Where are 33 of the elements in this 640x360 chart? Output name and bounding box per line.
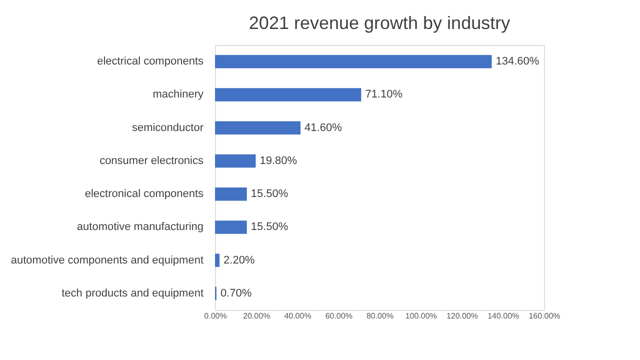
bar [215,187,247,201]
data-label: 19.80% [260,154,298,167]
data-label: 41.60% [304,122,342,134]
x-tick-label: 60.00% [325,312,352,320]
y-tick-label: automotive components and equipment [10,254,204,266]
y-tick-label: electronical components [84,188,204,200]
chart-title: 2021 revenue growth by industry [248,13,510,33]
x-tick-label: 80.00% [366,312,394,320]
x-tick-label: 160.00% [528,312,560,320]
data-label: 15.50% [250,221,288,234]
y-tick-label: tech products and equipment [62,287,204,300]
data-label: 71.10% [365,88,403,101]
bar [215,254,220,267]
x-tick-label: 20.00% [243,312,270,320]
y-tick-label: consumer electronics [100,154,204,167]
y-tick-label: electrical components [97,56,204,68]
data-label: 2.20% [224,254,255,266]
bar [215,121,301,134]
bar [215,220,247,234]
data-label: 134.60% [496,56,540,68]
x-tick-label: 0.00% [204,312,227,320]
bar [215,154,256,168]
bar [215,54,492,68]
data-label: 15.50% [250,188,288,200]
y-tick-label: semiconductor [132,122,204,134]
data-label: 0.70% [220,287,252,300]
x-tick-label: 40.00% [284,312,312,320]
y-tick-label: automotive manufacturing [76,221,204,234]
y-tick-label: machinery [152,88,204,101]
x-tick-label: 120.00% [446,312,478,320]
x-tick-label: 140.00% [488,312,520,320]
x-tick-label: 100.00% [405,312,437,320]
bar [215,88,362,102]
